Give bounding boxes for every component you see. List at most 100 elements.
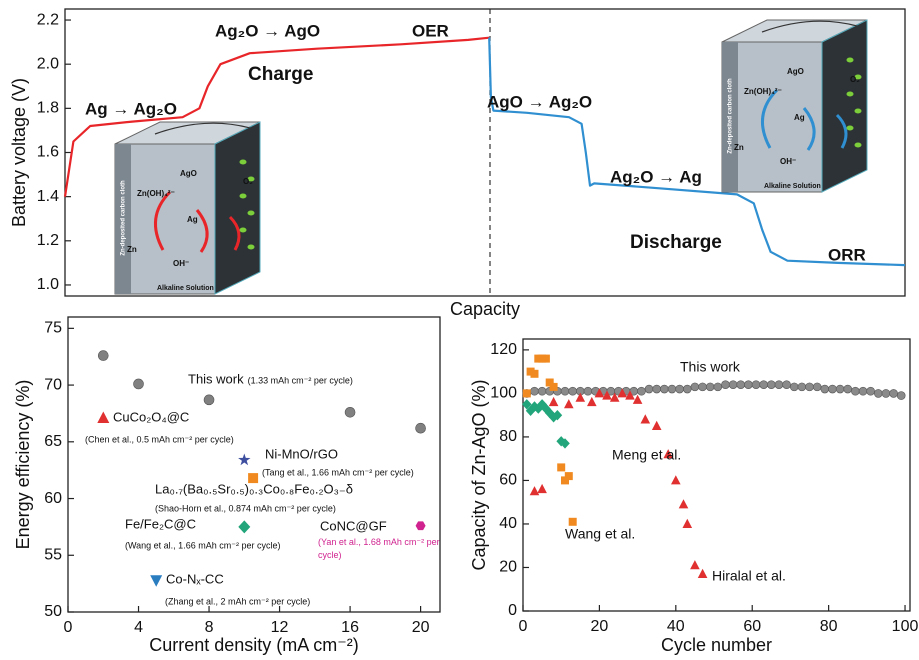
marker (645, 385, 653, 393)
marker (538, 387, 546, 395)
series-note: (Shao-Horn et al., 0.874 mAh cm⁻² per cy… (155, 503, 336, 513)
marker (836, 385, 844, 393)
y-tick-label: 1.4 (37, 188, 59, 205)
inset-label: OH⁻ (173, 259, 189, 268)
inset-label: AgO (180, 169, 197, 178)
marker (821, 385, 829, 393)
marker (150, 575, 162, 587)
series-note: (Wang et al., 1.66 mAh cm⁻² per cycle) (125, 540, 280, 550)
series-label: Wang et al. (565, 526, 635, 542)
annotation: ORR (828, 245, 866, 264)
inset-label: Zn-deposited carbon cloth (121, 180, 127, 256)
marker (691, 383, 699, 391)
x-tick-label: 80 (820, 618, 838, 635)
y-tick-label: 100 (490, 385, 517, 402)
marker (744, 381, 752, 389)
marker (416, 423, 426, 433)
marker (549, 397, 559, 406)
marker (783, 381, 791, 389)
marker (737, 381, 745, 389)
inset-bubble (248, 211, 255, 216)
marker (752, 381, 760, 389)
inset: AgOZn(OH)₄²⁻AgZnOH⁻O₂Zn-deposited carbon… (115, 122, 260, 294)
marker (238, 520, 250, 533)
marker (671, 475, 681, 484)
y-tick-label: 60 (499, 472, 517, 489)
marker (569, 387, 577, 395)
series-label: CuCo₂O₄@C (113, 409, 189, 424)
x-tick-label: 60 (743, 618, 761, 635)
series-label: Fe/Fe₂C@C (125, 516, 196, 531)
y-axis-title: Battery voltage (V) (9, 78, 29, 227)
marker (576, 393, 586, 402)
marker (698, 569, 708, 578)
marker (775, 381, 783, 389)
inset-bubble (855, 109, 862, 114)
marker (798, 383, 806, 391)
series-label: Ni-MnO/rGO (265, 446, 338, 461)
x-tick-label: 0 (64, 619, 73, 636)
inset-label: Alkaline Solution (157, 285, 214, 292)
marker (714, 383, 722, 391)
marker (557, 463, 565, 471)
marker (653, 385, 661, 393)
y-tick-label: 1.6 (37, 144, 59, 161)
marker (767, 381, 775, 389)
y-tick-label: 1.0 (37, 276, 59, 293)
inset-bubble (847, 58, 854, 63)
series-label: CoNC@GF (320, 518, 387, 533)
y-tick-label: 80 (499, 428, 517, 445)
marker (530, 387, 538, 395)
annotation: AgO → Ag₂O (487, 92, 592, 111)
series-note: (Tang et al., 1.66 mAh cm⁻² per cycle) (262, 467, 414, 477)
y-tick-label: 1.2 (37, 232, 59, 249)
x-tick-label: 4 (134, 619, 143, 636)
x-tick-label: 0 (519, 618, 528, 635)
marker (530, 486, 540, 495)
marker (679, 499, 689, 508)
series-note: (1.33 mAh cm⁻² per cycle) (248, 375, 353, 385)
marker (637, 387, 645, 395)
marker (584, 387, 592, 395)
marker (564, 399, 574, 408)
inset-label: Ag (794, 113, 805, 122)
x-axis-title: Capacity (450, 299, 520, 319)
marker (760, 381, 768, 389)
y-tick-label: 40 (499, 515, 517, 532)
inset-label: Zn (127, 245, 137, 254)
x-axis-title: Cycle number (661, 635, 772, 655)
inset-side (822, 20, 867, 192)
series-label: This work (680, 359, 741, 375)
inset-label: AgO (787, 67, 804, 76)
inset-bubble (240, 194, 247, 199)
marker (828, 385, 836, 393)
inset-bubble (240, 160, 247, 165)
x-tick-label: 8 (205, 619, 214, 636)
x-tick-label: 12 (271, 619, 289, 636)
y-tick-label: 2.2 (37, 11, 59, 28)
marker (882, 389, 890, 397)
y-tick-label: 65 (44, 433, 62, 450)
y-tick-label: 75 (44, 320, 62, 337)
marker (416, 521, 426, 530)
annotation: OER (412, 21, 449, 40)
marker (676, 385, 684, 393)
inset-side (215, 122, 260, 294)
x-tick-label: 40 (667, 618, 685, 635)
inset-label: O₂ (243, 177, 253, 186)
x-tick-label: 16 (341, 619, 359, 636)
series-label: Charge (248, 64, 313, 85)
marker (683, 519, 693, 528)
marker (690, 560, 700, 569)
marker (790, 383, 798, 391)
y-tick-label: 55 (44, 546, 62, 563)
y-tick-label: 50 (44, 603, 62, 620)
series-note: (Chen et al., 0.5 mAh cm⁻² per cycle) (85, 434, 234, 444)
figure: 1.01.21.41.61.82.02.2Battery voltage (V)… (0, 0, 919, 660)
series-note: (Yan et al., 1.68 mAh cm⁻² per cycle) (318, 536, 442, 562)
marker (806, 383, 814, 391)
y-tick-label: 70 (44, 376, 62, 393)
y-tick-label: 1.8 (37, 100, 59, 117)
marker (97, 412, 109, 424)
